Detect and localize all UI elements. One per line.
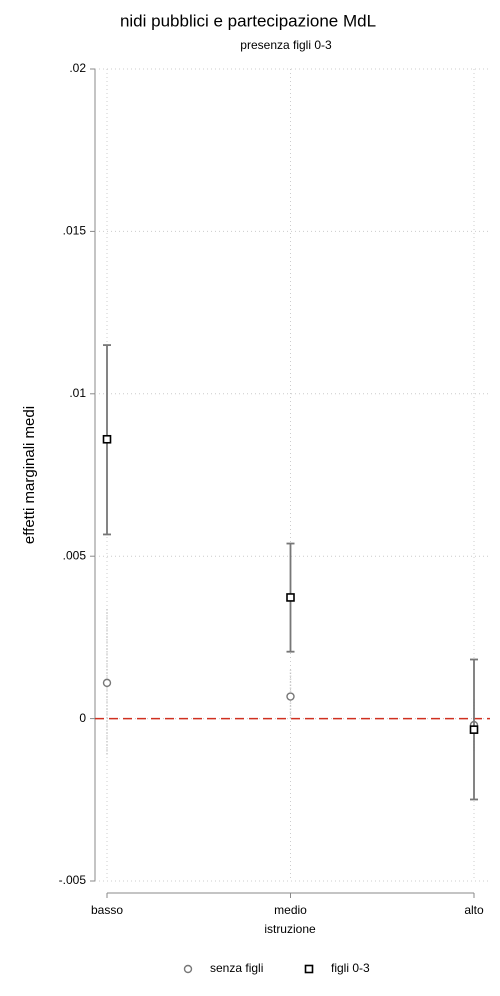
marker [286,692,295,701]
legend-marker [183,964,193,974]
x-tick-label: basso [91,903,123,917]
legend-marker [304,964,314,974]
y-tick-label: .02 [69,61,86,75]
chart-subtitle: presenza figli 0-3 [240,38,332,52]
y-tick-label: .005 [63,548,87,562]
y-tick-label: .01 [69,386,86,400]
y-tick-label: .015 [63,224,87,238]
marker [469,725,479,734]
y-tick-label: -.005 [59,873,87,887]
y-tick-label: 0 [79,711,86,725]
x-tick-label: medio [274,903,307,917]
legend-label: figli 0-3 [331,961,370,975]
x-axis-title: istruzione [264,922,316,936]
marker [286,593,295,602]
legend-label: senza figli [210,961,263,975]
chart-title: nidi pubblici e partecipazione MdL [120,11,376,30]
x-tick-label: alto [464,903,484,917]
marker [102,678,112,688]
y-axis-title: effetti marginali medi [21,406,38,544]
marker [102,434,112,444]
